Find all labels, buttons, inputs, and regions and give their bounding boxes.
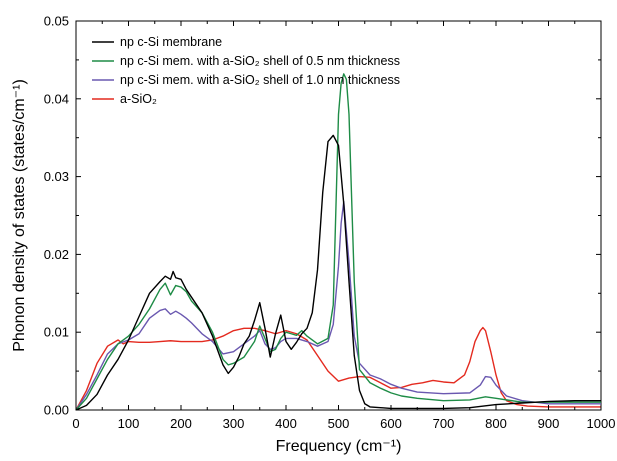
x-tick-label: 100 bbox=[118, 416, 140, 431]
y-tick-label: 0.01 bbox=[44, 325, 69, 340]
legend-label: np c-Si mem. with a-SiO₂ shell of 0.5 nm… bbox=[120, 54, 400, 68]
x-tick-label: 300 bbox=[223, 416, 245, 431]
x-tick-label: 1000 bbox=[587, 416, 616, 431]
y-tick-label: 0.04 bbox=[44, 91, 69, 106]
series-line-4 bbox=[75, 326, 601, 411]
y-axis-ticks: 0.00 0.01 0.02 0.03 0.04 0.05 bbox=[44, 14, 601, 418]
x-axis-title: Frequency (cm⁻¹) bbox=[276, 438, 402, 455]
y-tick-label: 0.03 bbox=[44, 169, 69, 184]
x-tick-label: 600 bbox=[380, 416, 402, 431]
series-line-3 bbox=[75, 200, 601, 411]
series-line-1 bbox=[75, 134, 601, 411]
legend-label: np c-Si mem. with a-SiO₂ shell of 1.0 nm… bbox=[120, 73, 400, 87]
x-tick-label: 800 bbox=[485, 416, 507, 431]
y-tick-label: 0.05 bbox=[44, 14, 69, 29]
x-tick-label: 0 bbox=[72, 416, 79, 431]
series-layer bbox=[75, 73, 601, 411]
x-tick-label: 700 bbox=[433, 416, 455, 431]
y-tick-label: 0.02 bbox=[44, 247, 69, 262]
legend: np c-Si membrane np c-Si mem. with a-SiO₂… bbox=[92, 35, 400, 106]
y-tick-label: 0.00 bbox=[44, 403, 69, 418]
x-tick-label: 900 bbox=[538, 416, 560, 431]
plot-area: 0 100 200 300 400 500 600 700 800 900 1000 0.000.0… bbox=[44, 14, 616, 432]
x-tick-label: 400 bbox=[275, 416, 297, 431]
x-axis-ticks: 0 100 200 300 400 500 600 700 800 900 1000 bbox=[72, 21, 615, 431]
x-tick-label: 200 bbox=[170, 416, 192, 431]
legend-label: np c-Si membrane bbox=[120, 35, 222, 49]
legend-label: a-SiO₂ bbox=[120, 92, 157, 106]
x-tick-label: 500 bbox=[328, 416, 350, 431]
y-axis-title: Phonon density of states (states/cm⁻¹) bbox=[11, 79, 28, 352]
series-line-2 bbox=[75, 73, 601, 411]
